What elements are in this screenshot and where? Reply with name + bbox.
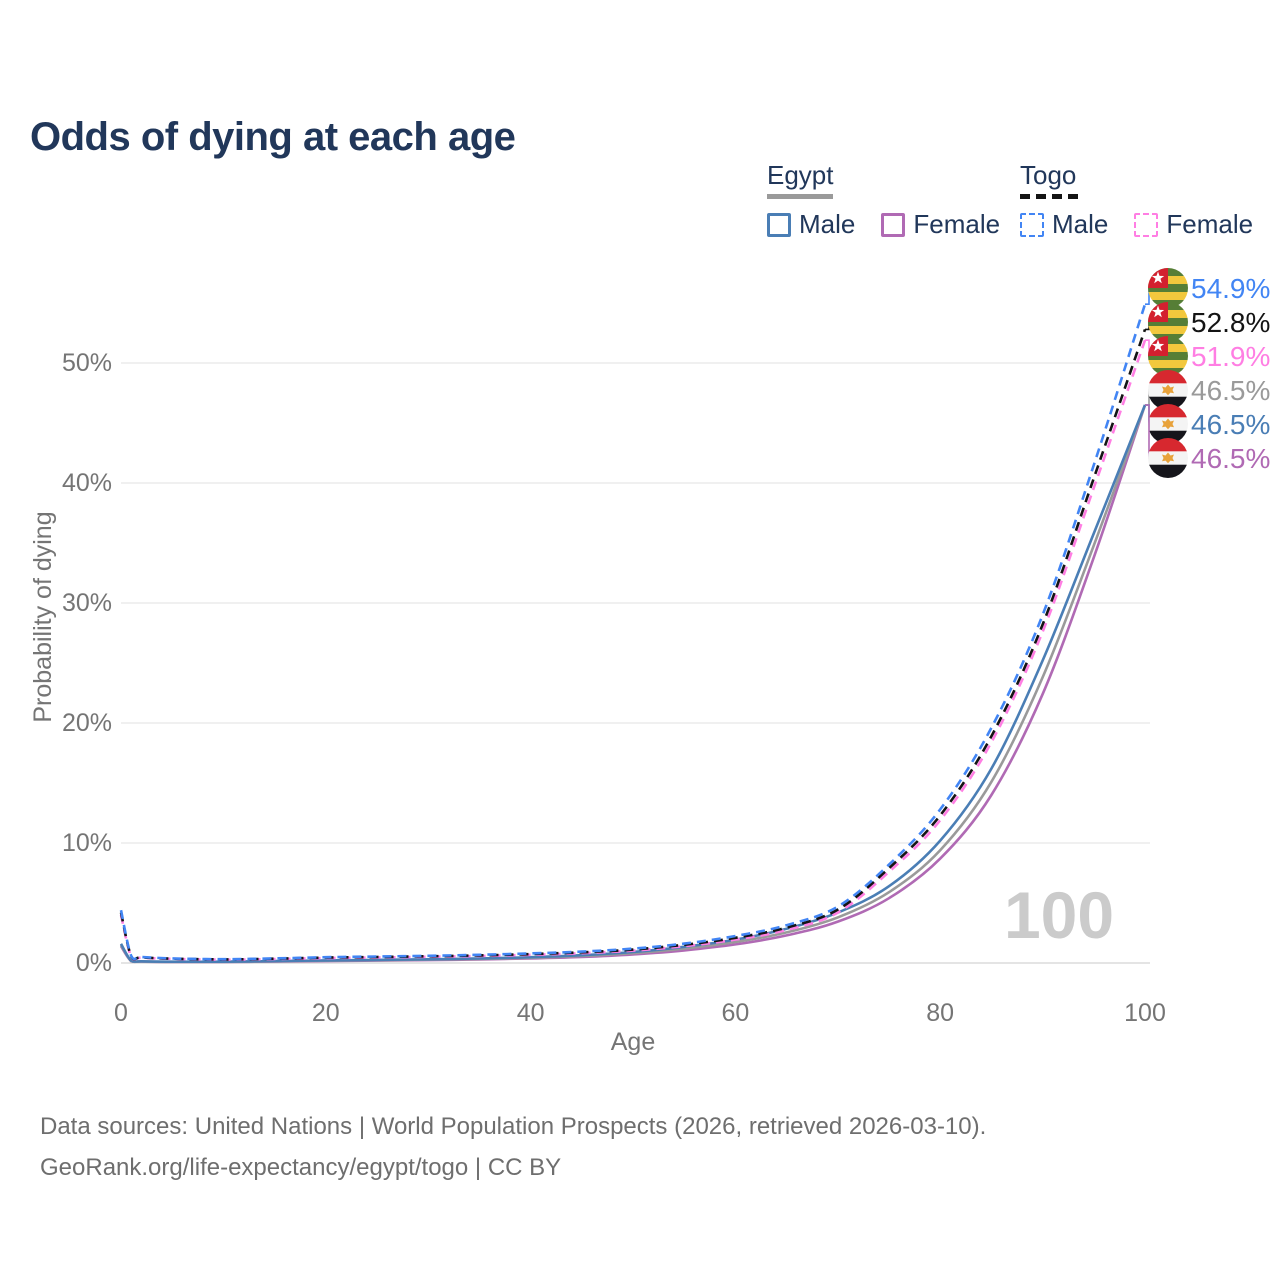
end-value-label-egypt-female: 46.5%: [1191, 443, 1270, 474]
x-tick-label: 80: [926, 999, 954, 1027]
legend-country-egypt: Egypt: [767, 160, 1000, 199]
legend-item-togo-female[interactable]: Female: [1134, 209, 1253, 240]
y-tick-label: 30%: [62, 589, 112, 617]
legend-country-togo: Togo: [1020, 160, 1253, 199]
x-axis-title: Age: [610, 1028, 656, 1056]
y-tick-label: 10%: [62, 829, 112, 857]
footer-attribution: GeoRank.org/life-expectancy/egypt/togo |…: [40, 1154, 562, 1181]
end-value-label-egypt-both: 46.5%: [1191, 375, 1270, 406]
end-value-label-egypt-male: 46.5%: [1191, 409, 1270, 440]
x-tick-label: 100: [1124, 999, 1166, 1027]
x-tick-label: 0: [114, 999, 128, 1027]
series-line-egypt-both: [119, 404, 1147, 964]
x-tick-label: 40: [517, 999, 545, 1027]
egypt-line-style-sample: [767, 194, 833, 199]
series-line-togo-male: [119, 303, 1147, 961]
x-tick-label: 60: [721, 999, 749, 1027]
page-title: Odds of dying at each age: [30, 114, 516, 159]
egypt-female-swatch[interactable]: [881, 212, 906, 237]
footer: Data sources: United Nations | World Pop…: [40, 1106, 986, 1188]
series-line-togo-both: [119, 328, 1147, 961]
legend-item-egypt-female[interactable]: Female: [881, 209, 1000, 240]
end-value-label-togo-female: 51.9%: [1191, 341, 1270, 372]
togo-female-swatch[interactable]: [1134, 212, 1159, 237]
series-line-egypt-male: [119, 404, 1147, 964]
legend-group-togo: Togo Male Female: [1020, 160, 1253, 240]
end-value-label-togo-both: 52.8%: [1191, 307, 1270, 338]
series-line-egypt-female: [119, 404, 1147, 964]
y-tick-label: 40%: [62, 469, 112, 497]
y-axis-title: Probability of dying: [29, 511, 57, 723]
y-tick-label: 20%: [62, 709, 112, 737]
y-tick-label: 0%: [76, 949, 112, 977]
watermark-age: 100: [1004, 878, 1114, 952]
series-line-togo-female: [119, 339, 1147, 961]
legend-item-egypt-male[interactable]: Male: [767, 209, 855, 240]
y-tick-label: 50%: [62, 349, 112, 377]
egypt-male-swatch[interactable]: [767, 212, 791, 237]
togo-male-swatch[interactable]: [1020, 212, 1044, 237]
legend-group-egypt: Egypt Male Female: [767, 160, 1000, 240]
footer-data-sources: Data sources: United Nations | World Pop…: [40, 1113, 987, 1140]
x-tick-label: 20: [312, 999, 340, 1027]
egypt-flag-icon: [1148, 438, 1188, 478]
end-value-label-togo-male: 54.9%: [1191, 273, 1270, 304]
legend-item-togo-male[interactable]: Male: [1020, 209, 1108, 240]
togo-line-style-sample: [1020, 194, 1078, 199]
